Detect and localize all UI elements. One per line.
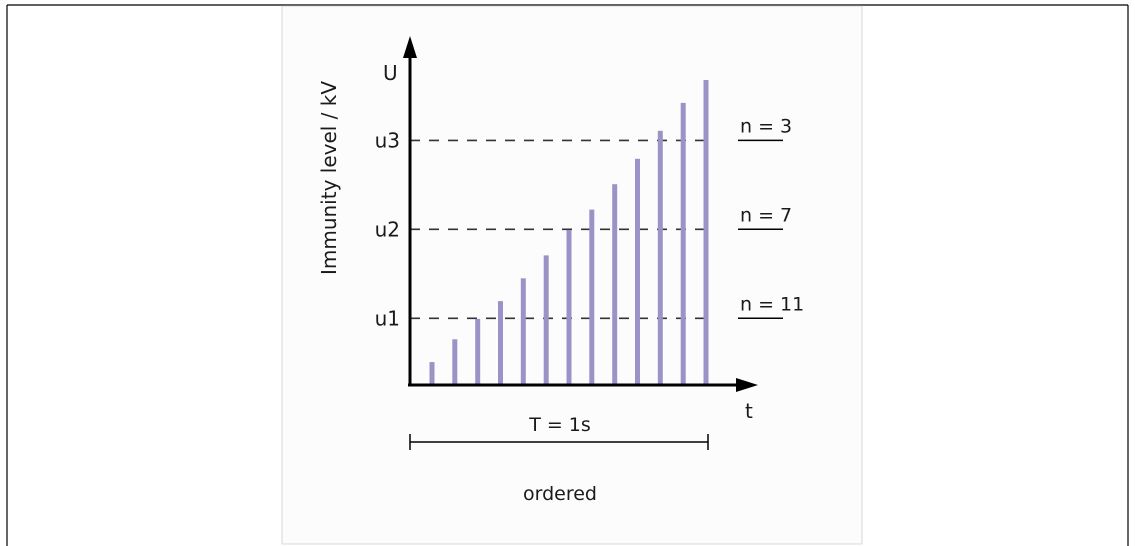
figure-panel (281, 5, 863, 545)
level-count-u2: n = 7 (740, 204, 792, 226)
bar-4 (498, 301, 503, 385)
caption: ordered (523, 483, 597, 505)
x-axis-symbol: t (745, 399, 753, 423)
bar-series (429, 80, 709, 386)
bar-5 (520, 278, 526, 386)
bar-8 (589, 209, 595, 385)
bar-10 (635, 158, 640, 385)
bar-13 (703, 80, 709, 385)
y-axis-label: Immunity level / kV (317, 81, 341, 275)
y-axis-symbol: U (383, 61, 398, 85)
bar-6 (543, 255, 549, 385)
level-label-u3: u3 (375, 128, 400, 152)
level-count-u1: n = 11 (740, 293, 804, 315)
bar-12 (680, 102, 686, 386)
y-axis-arrow-icon (403, 36, 417, 58)
bar-9 (612, 184, 618, 385)
level-count-u3: n = 3 (740, 115, 792, 137)
bar-11 (657, 130, 663, 385)
level-label-u1: u1 (375, 306, 400, 330)
period-label: T = 1s (528, 414, 591, 436)
bar-1 (429, 362, 435, 385)
bar-7 (566, 230, 572, 385)
bar-3 (475, 318, 481, 385)
bar-2 (452, 339, 458, 386)
x-axis-arrow-icon (736, 378, 758, 392)
level-label-u2: u2 (375, 217, 400, 241)
